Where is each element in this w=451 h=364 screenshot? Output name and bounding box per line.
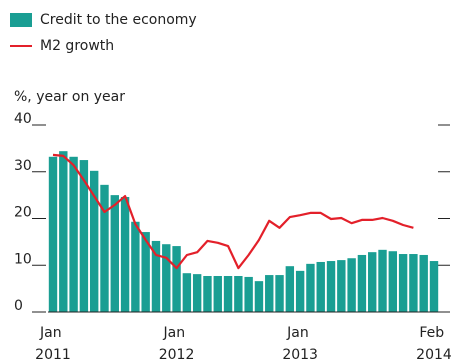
- x-tick-label-line: Feb: [419, 325, 448, 341]
- y-tick-label: 30: [14, 158, 32, 174]
- bar: [131, 221, 140, 312]
- bar: [409, 254, 418, 312]
- y-tick-label: 40: [14, 111, 32, 127]
- bar: [120, 196, 130, 312]
- bar: [295, 270, 305, 312]
- bar: [337, 260, 346, 312]
- bar: [347, 258, 356, 312]
- bar: [100, 184, 109, 312]
- x-tick-label-line: 2014: [416, 347, 451, 363]
- y-tick-label: 0: [14, 298, 23, 314]
- bar: [306, 263, 315, 312]
- bar: [162, 244, 171, 312]
- x-tick-label: Jan 2013: [282, 325, 318, 363]
- bar: [378, 249, 387, 312]
- y-axis-label: %, year on year: [14, 89, 125, 105]
- bar: [419, 254, 428, 312]
- bar: [69, 156, 78, 312]
- bar: [223, 276, 233, 312]
- x-tick-label-line: Jan: [286, 325, 313, 341]
- bar: [398, 254, 408, 312]
- bar: [316, 261, 325, 312]
- bar: [213, 276, 222, 312]
- bar: [192, 274, 202, 312]
- bar: [265, 275, 274, 312]
- x-tick-label-line: 2013: [282, 347, 318, 363]
- y-tick-label: 20: [14, 205, 32, 221]
- x-tick-label-line: Jan: [39, 325, 66, 341]
- bar: [172, 246, 181, 312]
- bar: [234, 276, 243, 312]
- y-tick-label: 10: [14, 251, 32, 267]
- x-tick-label: Jan 2011: [35, 325, 71, 363]
- bar: [244, 276, 253, 312]
- bar: [79, 160, 89, 312]
- legend-label: Credit to the economy: [40, 12, 197, 28]
- bar: [254, 281, 264, 312]
- bar: [357, 254, 367, 312]
- bar: [203, 276, 212, 312]
- bar: [48, 156, 58, 312]
- bar: [110, 195, 119, 312]
- x-tick-label: Jan 2012: [159, 325, 195, 363]
- line: [52, 153, 414, 270]
- bar: [326, 261, 336, 312]
- bar: [429, 261, 439, 312]
- x-tick-label-line: 2011: [35, 347, 71, 363]
- legend-label: M2 growth: [40, 38, 114, 54]
- bar: [388, 251, 398, 312]
- bar: [182, 273, 192, 312]
- bar: [59, 151, 68, 312]
- bar: [368, 252, 377, 312]
- x-tick-label-line: 2012: [159, 347, 195, 363]
- bar: [151, 240, 161, 312]
- x-tick-label: Feb 2014: [416, 325, 451, 363]
- legend-swatch: [10, 13, 32, 27]
- bar: [275, 275, 284, 312]
- x-tick-label-line: Jan: [163, 325, 190, 341]
- bar: [141, 232, 150, 312]
- bar: [285, 266, 295, 312]
- bar: [89, 170, 99, 312]
